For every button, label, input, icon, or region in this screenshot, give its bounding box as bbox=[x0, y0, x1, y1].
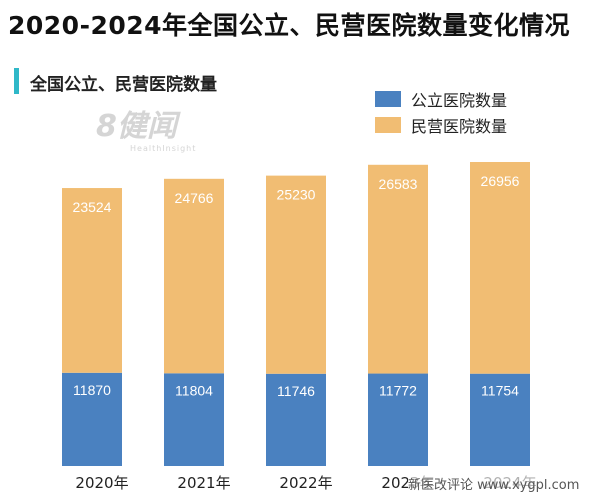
legend-swatch-public bbox=[375, 91, 401, 107]
label-public-2: 11804 bbox=[175, 382, 213, 398]
label-public-4: 11772 bbox=[379, 383, 417, 399]
legend: 公立医院数量 民营医院数量 bbox=[375, 86, 507, 138]
bar-public-5 bbox=[470, 373, 530, 466]
bar-public-4 bbox=[368, 373, 428, 466]
bar-private-1 bbox=[62, 188, 122, 373]
bar-public-2 bbox=[164, 373, 224, 466]
label-private-3: 25230 bbox=[277, 187, 316, 203]
logo-text: 8健闻 bbox=[96, 109, 177, 144]
x-tick-label-3: 2022年 bbox=[279, 474, 332, 492]
bar-private-4 bbox=[368, 164, 428, 374]
bar-public-1 bbox=[62, 372, 122, 466]
label-private-4: 26583 bbox=[379, 176, 418, 192]
legend-label-public: 公立医院数量 bbox=[411, 91, 508, 110]
legend-item-private: 民营医院数量 bbox=[375, 112, 507, 138]
label-public-1: 11870 bbox=[73, 382, 111, 398]
chart-subtitle: 全国公立、民营医院数量 bbox=[30, 75, 217, 95]
x-tick-label-1: 2020年 bbox=[75, 474, 128, 492]
label-private-1: 23524 bbox=[73, 199, 112, 215]
bar-private-5 bbox=[470, 162, 530, 374]
source-watermark: 新医改评论 www.xygpl.com bbox=[408, 474, 580, 493]
legend-swatch-private bbox=[375, 117, 401, 133]
watermark-logo: 8健闻 HealthInsight bbox=[96, 109, 197, 154]
logo-subtext: HealthInsight bbox=[130, 144, 197, 153]
label-public-3: 11746 bbox=[277, 383, 315, 399]
chart-title: 2020-2024年全国公立、民营医院数量变化情况 bbox=[8, 11, 571, 40]
label-private-5: 26956 bbox=[481, 173, 520, 189]
subtitle-accent-bar bbox=[14, 68, 19, 94]
label-private-2: 24766 bbox=[175, 190, 214, 206]
bar-private-2 bbox=[164, 178, 224, 374]
legend-label-private: 民营医院数量 bbox=[411, 117, 508, 136]
bar-private-3 bbox=[266, 175, 326, 374]
label-public-5: 11754 bbox=[481, 383, 519, 399]
legend-item-public: 公立医院数量 bbox=[375, 86, 507, 112]
x-tick-label-2: 2021年 bbox=[177, 474, 230, 492]
bar-public-3 bbox=[266, 373, 326, 466]
